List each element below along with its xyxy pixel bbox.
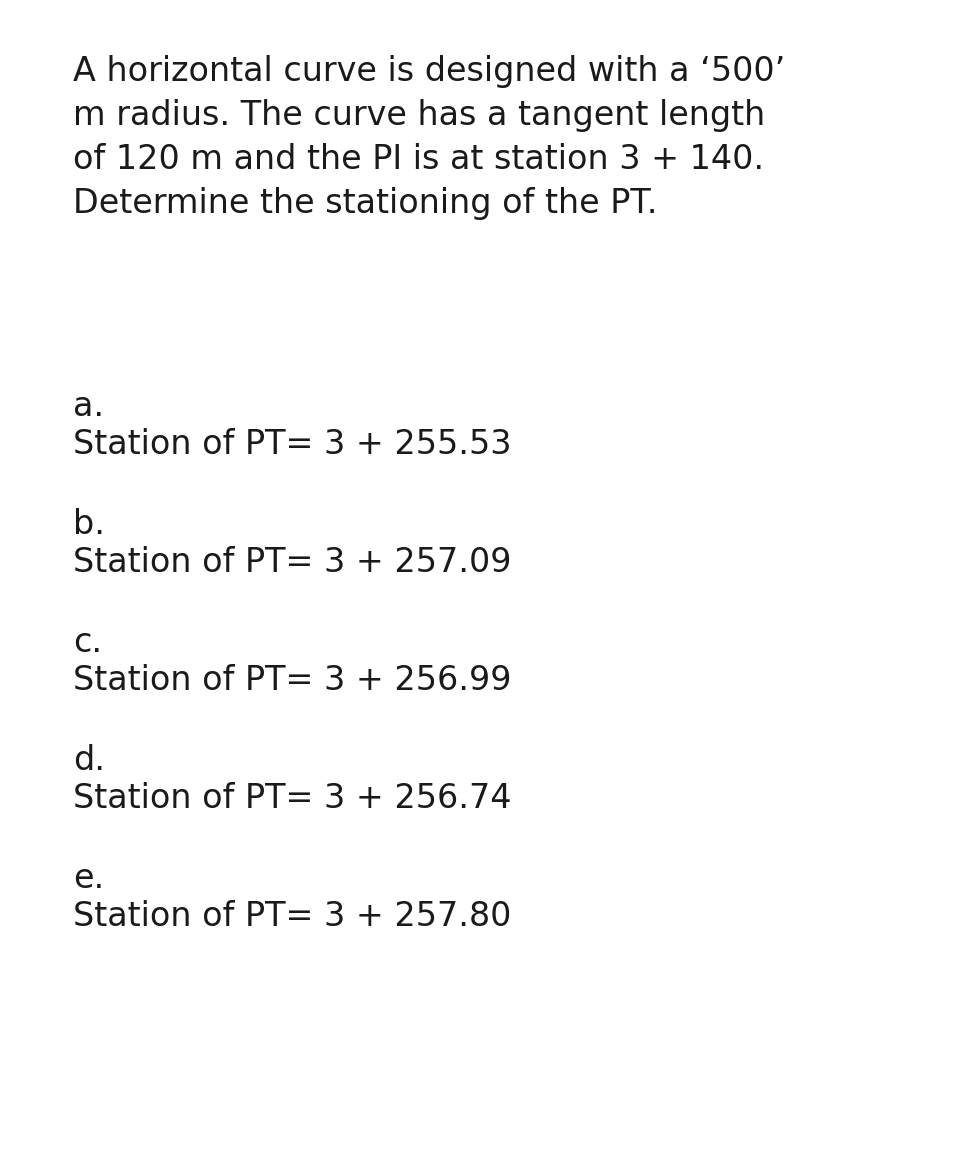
Text: e.: e. bbox=[73, 862, 104, 895]
Text: A horizontal curve is designed with a ‘500’
m radius. The curve has a tangent le: A horizontal curve is designed with a ‘5… bbox=[73, 55, 785, 220]
Text: a.: a. bbox=[73, 390, 104, 423]
Text: Station of PT= 3 + 256.74: Station of PT= 3 + 256.74 bbox=[73, 782, 512, 815]
Text: d.: d. bbox=[73, 744, 105, 778]
Text: b.: b. bbox=[73, 508, 105, 541]
Text: Station of PT= 3 + 256.99: Station of PT= 3 + 256.99 bbox=[73, 664, 512, 697]
Text: Station of PT= 3 + 257.80: Station of PT= 3 + 257.80 bbox=[73, 900, 511, 933]
Text: c.: c. bbox=[73, 626, 102, 659]
Text: Station of PT= 3 + 255.53: Station of PT= 3 + 255.53 bbox=[73, 427, 512, 461]
Text: Station of PT= 3 + 257.09: Station of PT= 3 + 257.09 bbox=[73, 546, 512, 578]
